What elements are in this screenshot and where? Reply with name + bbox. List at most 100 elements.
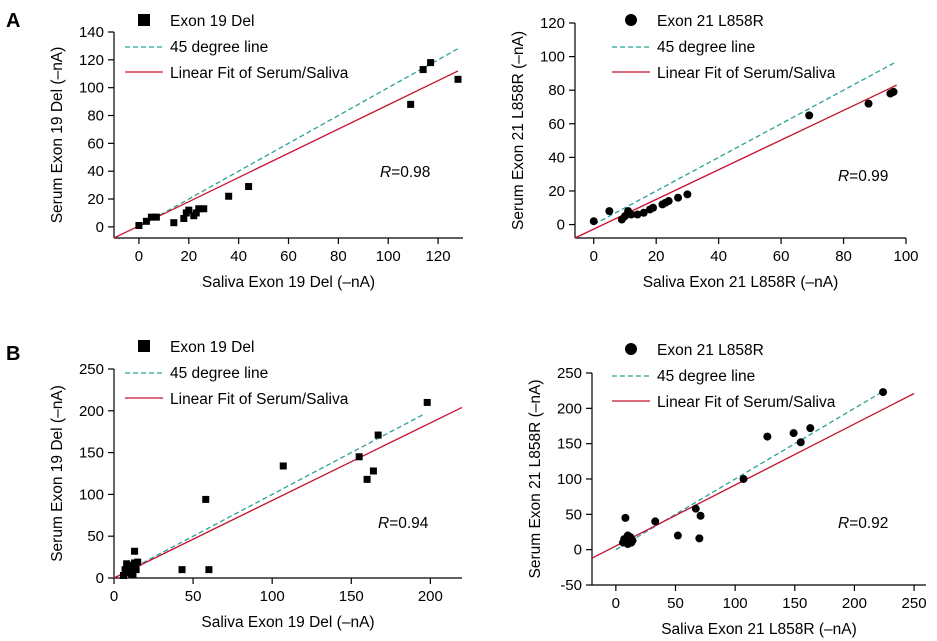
x-tick-label: 50 <box>667 595 684 612</box>
y-tick-label: 0 <box>574 542 582 559</box>
legend-marker <box>625 343 637 355</box>
data-point <box>695 534 704 543</box>
x-tick-label: 60 <box>773 248 790 265</box>
legend: Exon 19 Del 45 degree line Linear Fit of S… <box>125 339 349 408</box>
data-point <box>691 504 700 513</box>
y-axis-title: Serum Exon 21 L858R (–nA) <box>527 379 544 578</box>
legend-label: Linear Fit of Serum/Saliva <box>170 391 349 408</box>
r-value-annotation: R=0.98 <box>380 164 430 181</box>
y-tick-label: 140 <box>79 24 104 41</box>
data-point <box>195 205 203 213</box>
data-point <box>789 429 798 438</box>
data-point <box>132 566 140 574</box>
y-tick-label: -50 <box>560 577 582 594</box>
data-point <box>864 99 873 108</box>
legend-label: 45 degree line <box>170 365 268 382</box>
data-point <box>628 536 637 545</box>
data-point <box>192 209 200 217</box>
y-tick-label: 200 <box>557 400 582 417</box>
data-point <box>170 219 178 227</box>
x-tick-label: 80 <box>330 248 347 265</box>
y-tick-label: 80 <box>548 82 565 99</box>
data-point <box>639 208 648 217</box>
data-point <box>131 547 139 555</box>
x-tick-label: 150 <box>782 595 807 612</box>
data-point <box>664 197 673 206</box>
data-point <box>427 59 435 67</box>
data-point <box>374 431 382 439</box>
legend: Exon 19 Del 45 degree line Linear Fit of S… <box>125 13 349 82</box>
chart-A-left: 0 20 40 60 80 100 120 0 20 40 60 80 100 120 140 Saliva … <box>49 13 463 291</box>
y-tick-label: 100 <box>540 49 565 66</box>
data-point <box>147 213 155 221</box>
data-point <box>129 571 137 579</box>
legend-label: Exon 21 L858R <box>657 342 764 359</box>
data-point <box>135 221 143 229</box>
r-symbol: R <box>838 168 849 185</box>
fit-line <box>113 406 463 579</box>
x-tick-label: 40 <box>710 248 727 265</box>
data-point <box>200 205 208 213</box>
data-point <box>185 206 193 214</box>
data-point <box>589 217 598 226</box>
data-point <box>605 207 614 216</box>
data-point <box>651 517 660 526</box>
y-tick-label: 0 <box>557 217 565 234</box>
r-value: =0.92 <box>849 515 888 532</box>
legend-label: Linear Fit of Serum/Saliva <box>657 394 836 411</box>
data-point <box>796 438 805 447</box>
data-point <box>673 531 682 540</box>
diagonal-line <box>138 48 459 228</box>
panel-label-a: A <box>6 10 20 32</box>
x-axis-title: Saliva Exon 19 Del (–nA) <box>201 614 374 631</box>
y-tick-label: 80 <box>87 108 104 125</box>
data-point <box>355 453 363 461</box>
x-tick-label: 40 <box>230 248 247 265</box>
legend-marker <box>625 14 637 26</box>
y-axis-title: Serum Exon 19 Del (–nA) <box>49 385 66 562</box>
x-tick-label: 100 <box>723 595 748 612</box>
x-tick-label: 100 <box>376 248 401 265</box>
diagonal-line <box>113 414 423 579</box>
data-point <box>683 190 692 199</box>
y-tick-label: 100 <box>79 486 104 503</box>
data-point <box>202 495 210 503</box>
data-point <box>763 432 772 441</box>
y-tick-label: 100 <box>79 80 104 97</box>
x-tick-label: 20 <box>180 248 197 265</box>
data-point <box>279 462 287 470</box>
y-tick-label: 0 <box>96 219 104 236</box>
r-value-annotation: R=0.92 <box>838 515 888 532</box>
diagonal-line <box>593 61 897 226</box>
x-tick-label: 200 <box>842 595 867 612</box>
y-tick-label: 50 <box>565 506 582 523</box>
y-tick-label: 100 <box>557 471 582 488</box>
x-tick-label: 0 <box>110 588 118 605</box>
x-axis-title: Saliva Exon 21 L858R (–nA) <box>643 274 839 291</box>
legend-label: 45 degree line <box>170 39 268 56</box>
plots-group: 0 20 40 60 80 100 120 0 20 40 60 80 100 120 140 Saliva … <box>49 13 927 638</box>
data-point <box>407 100 415 108</box>
x-tick-label: 0 <box>135 248 143 265</box>
x-tick-label: 60 <box>280 248 297 265</box>
data-point <box>134 558 142 566</box>
data-point <box>627 210 636 219</box>
y-axis-title: Serum Exon 19 Del (–nA) <box>49 47 66 224</box>
data-point <box>805 111 814 120</box>
y-tick-label: 50 <box>87 528 104 545</box>
x-tick-label: 150 <box>339 588 364 605</box>
legend-label: 45 degree line <box>657 39 755 56</box>
data-point <box>423 398 431 406</box>
x-tick-label: 0 <box>590 248 598 265</box>
legend-label: Linear Fit of Serum/Saliva <box>657 65 836 82</box>
x-axis-title: Saliva Exon 21 L858R (–nA) <box>661 621 857 638</box>
data-point <box>152 213 160 221</box>
y-tick-label: 20 <box>548 183 565 200</box>
y-tick-label: 150 <box>79 445 104 462</box>
panel-label-b: B <box>6 343 20 365</box>
legend: Exon 21 L858R 45 degree line Linear Fit of… <box>612 342 836 411</box>
data-point <box>806 424 815 433</box>
data-point <box>879 388 888 397</box>
data-point <box>621 513 630 522</box>
legend-marker <box>138 340 150 352</box>
